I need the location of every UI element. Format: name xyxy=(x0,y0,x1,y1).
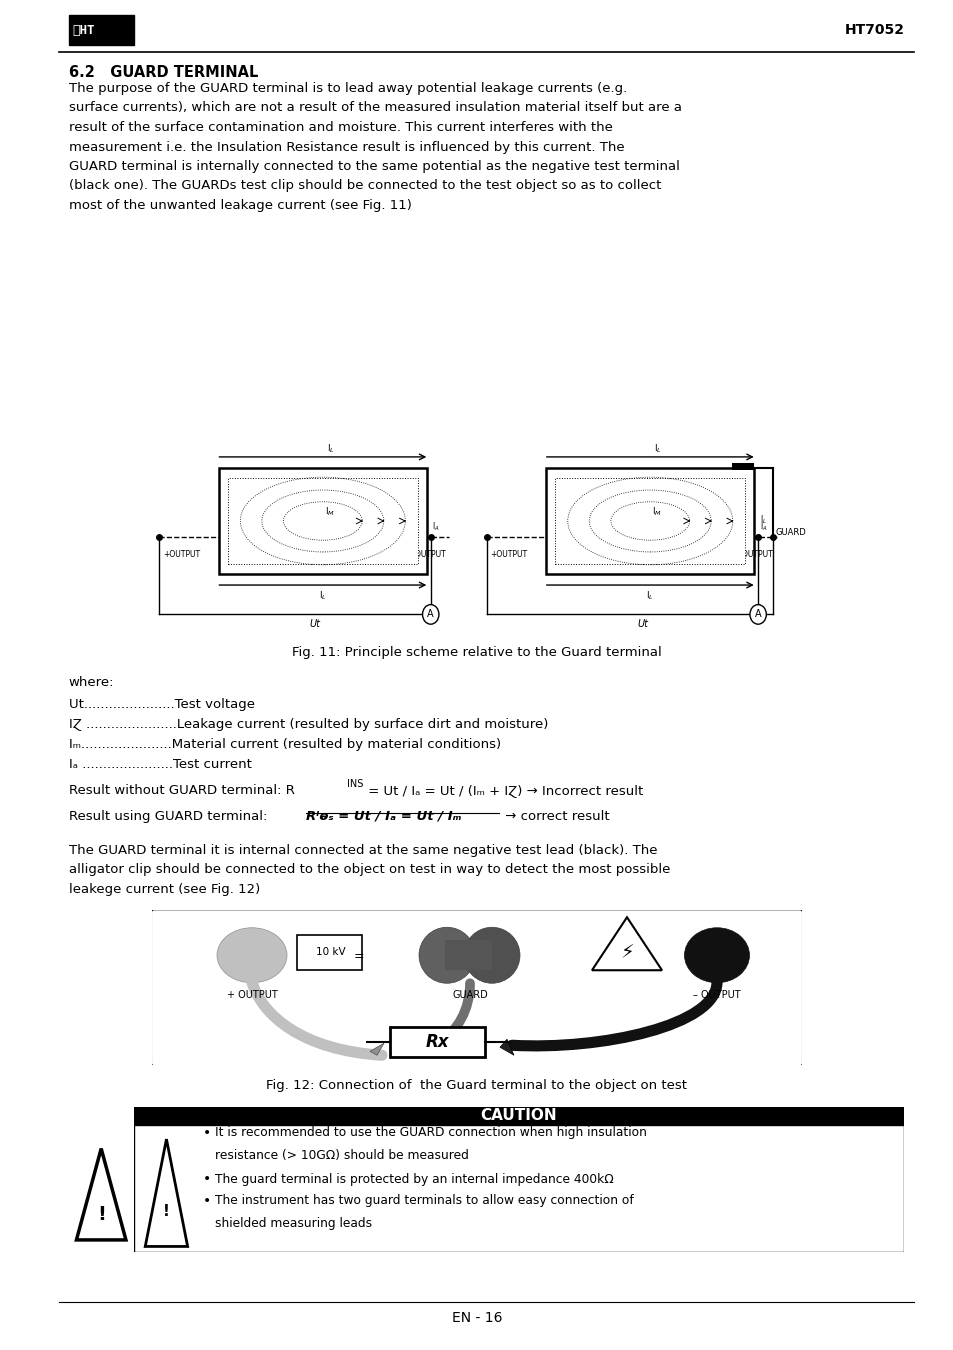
FancyBboxPatch shape xyxy=(151,910,802,1066)
Circle shape xyxy=(418,927,475,983)
Polygon shape xyxy=(499,1040,514,1056)
Polygon shape xyxy=(76,1149,126,1239)
Text: 10 kV: 10 kV xyxy=(315,948,345,957)
Text: +OUTPUT: +OUTPUT xyxy=(490,551,527,559)
Bar xyxy=(545,467,754,574)
Bar xyxy=(555,478,744,564)
Text: result of the surface contamination and moisture. This current interferes with t: result of the surface contamination and … xyxy=(69,122,612,134)
Bar xyxy=(133,1125,903,1253)
Text: Result without GUARD terminal: R: Result without GUARD terminal: R xyxy=(69,784,294,796)
Text: 6.2   GUARD TERMINAL: 6.2 GUARD TERMINAL xyxy=(69,65,258,80)
Text: GUARD: GUARD xyxy=(775,528,805,537)
Text: The GUARD terminal it is internal connected at the same negative test lead (blac: The GUARD terminal it is internal connec… xyxy=(69,844,657,857)
Text: I$_A$: I$_A$ xyxy=(759,520,766,532)
Bar xyxy=(296,936,361,971)
Text: Result using GUARD terminal:: Result using GUARD terminal: xyxy=(69,810,275,822)
Text: The guard terminal is protected by an internal impedance 400kΩ: The guard terminal is protected by an in… xyxy=(214,1173,613,1185)
Bar xyxy=(390,1027,484,1057)
Text: +OUTPUT: +OUTPUT xyxy=(163,551,200,559)
Polygon shape xyxy=(592,917,661,971)
Text: Ut......................Test voltage: Ut......................Test voltage xyxy=(69,698,254,710)
Text: leakege current (see Fig. 12): leakege current (see Fig. 12) xyxy=(69,883,259,896)
Text: •: • xyxy=(203,1195,211,1208)
Text: surface currents), which are not a result of the measured insulation material it: surface currents), which are not a resul… xyxy=(69,101,681,115)
Text: EN - 16: EN - 16 xyxy=(452,1311,501,1324)
Text: I$_L$: I$_L$ xyxy=(318,590,327,602)
Polygon shape xyxy=(145,1139,188,1246)
Text: measurement i.e. the Insulation Resistance result is influenced by this current.: measurement i.e. the Insulation Resistan… xyxy=(69,140,623,154)
Text: resistance (> 10GΩ) should be measured: resistance (> 10GΩ) should be measured xyxy=(214,1149,468,1162)
Bar xyxy=(731,463,754,470)
Circle shape xyxy=(422,605,438,624)
Circle shape xyxy=(749,605,765,624)
Text: I$_M$: I$_M$ xyxy=(325,506,335,518)
Text: !: ! xyxy=(163,1204,170,1219)
Text: I$_A$: I$_A$ xyxy=(432,520,439,532)
Text: GUARD: GUARD xyxy=(452,991,487,1000)
Ellipse shape xyxy=(684,927,749,983)
Text: -OUTPUT: -OUTPUT xyxy=(412,551,445,559)
Text: CAUTION: CAUTION xyxy=(480,1108,557,1123)
Text: INS: INS xyxy=(346,779,363,788)
Text: Iₐ ......................Test current: Iₐ ......................Test current xyxy=(69,757,252,771)
Text: (black one). The GUARDs test clip should be connected to the test object so as t: (black one). The GUARDs test clip should… xyxy=(69,180,660,193)
Text: = Ut / Iₐ = Ut / (Iₘ + IⱿ) → Incorrect result: = Ut / Iₐ = Ut / (Iₘ + IⱿ) → Incorrect r… xyxy=(363,784,642,796)
Text: I$_M$: I$_M$ xyxy=(652,506,661,518)
Text: •: • xyxy=(203,1126,211,1141)
Text: -OUTPUT: -OUTPUT xyxy=(739,551,773,559)
Text: Rx: Rx xyxy=(425,1033,448,1052)
Text: alligator clip should be connected to the object on test in way to detect the mo: alligator clip should be connected to th… xyxy=(69,863,669,876)
Text: where:: where: xyxy=(69,676,114,688)
Bar xyxy=(133,1107,903,1125)
Text: Iₘ......................Material current (resulted by material conditions): Iₘ......................Material current… xyxy=(69,737,500,751)
Text: It is recommended to use the GUARD connection when high insulation: It is recommended to use the GUARD conne… xyxy=(214,1126,646,1139)
Text: Fig. 12: Connection of  the Guard terminal to the object on test: Fig. 12: Connection of the Guard termina… xyxy=(266,1079,687,1092)
Ellipse shape xyxy=(216,927,287,983)
Text: =: = xyxy=(354,950,364,963)
Text: → correct result: → correct result xyxy=(500,810,609,822)
Text: The instrument has two guard terminals to allow easy connection of: The instrument has two guard terminals t… xyxy=(214,1195,633,1207)
Polygon shape xyxy=(370,1044,384,1056)
Text: The purpose of the GUARD terminal is to lead away potential leakage currents (e.: The purpose of the GUARD terminal is to … xyxy=(69,82,626,94)
Bar xyxy=(218,467,427,574)
Text: IⱿ ......................Leakage current (resulted by surface dirt and moisture): IⱿ ......................Leakage current… xyxy=(69,718,547,730)
Text: Fig. 11: Principle scheme relative to the Guard terminal: Fig. 11: Principle scheme relative to th… xyxy=(292,645,661,659)
Text: ⚡: ⚡ xyxy=(619,942,633,961)
Text: Ut: Ut xyxy=(637,618,648,629)
Text: I$_L$: I$_L$ xyxy=(654,443,661,455)
Text: •: • xyxy=(203,1173,211,1187)
Text: most of the unwanted leakage current (see Fig. 11): most of the unwanted leakage current (se… xyxy=(69,198,411,212)
Text: ∿HT: ∿HT xyxy=(72,23,95,36)
Text: I$_L$: I$_L$ xyxy=(759,514,766,526)
Text: A: A xyxy=(754,609,760,620)
Text: I$_L$: I$_L$ xyxy=(645,590,654,602)
Text: shielded measuring leads: shielded measuring leads xyxy=(214,1218,372,1230)
FancyBboxPatch shape xyxy=(69,15,133,45)
Text: – OUTPUT: – OUTPUT xyxy=(693,991,740,1000)
Text: GUARD terminal is internally connected to the same potential as the negative tes: GUARD terminal is internally connected t… xyxy=(69,161,679,173)
Text: HT7052: HT7052 xyxy=(843,23,903,36)
Text: A: A xyxy=(427,609,434,620)
Circle shape xyxy=(463,927,519,983)
Bar xyxy=(444,940,492,971)
Text: Ut: Ut xyxy=(310,618,320,629)
Bar xyxy=(228,478,417,564)
Text: + OUTPUT: + OUTPUT xyxy=(227,991,277,1000)
Text: Rᴵⱺₛ = Ut / Iₐ = Ut / Iₘ: Rᴵⱺₛ = Ut / Iₐ = Ut / Iₘ xyxy=(305,810,460,822)
Text: I$_L$: I$_L$ xyxy=(326,443,335,455)
Text: !: ! xyxy=(96,1206,106,1224)
